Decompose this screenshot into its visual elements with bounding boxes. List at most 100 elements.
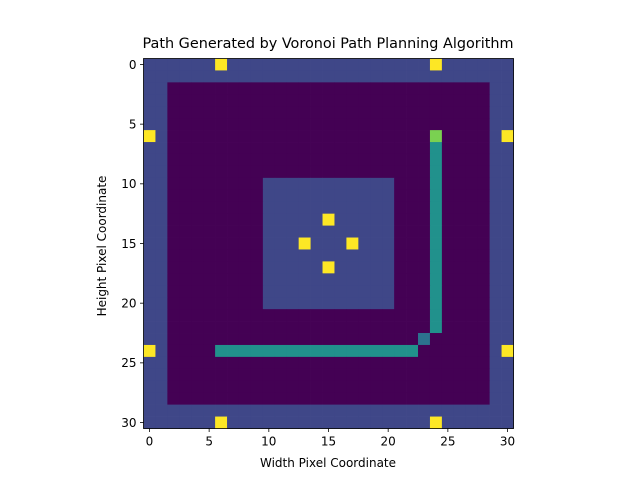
heatmap-cell-free-space: [262, 321, 276, 334]
heatmap-cell-free-space: [453, 94, 467, 107]
heatmap-cell-free-space: [238, 225, 252, 238]
heatmap-cell-free-space: [238, 177, 252, 191]
heatmap-cell-free-space: [179, 249, 192, 262]
heatmap-cell-free-space: [346, 142, 359, 155]
heatmap-cell-inner-obstacle: [334, 297, 347, 310]
heatmap-cell-border-obstacle: [262, 416, 276, 429]
heatmap-cell-free-space: [191, 201, 204, 215]
heatmap-cell-border-obstacle: [310, 404, 323, 417]
heatmap-cell-inner-obstacle: [358, 273, 371, 286]
heatmap-cell-free-space: [215, 333, 228, 346]
heatmap-cell-free-space: [262, 333, 276, 346]
heatmap-cell-free-space: [286, 142, 300, 155]
heatmap-cell-inner-obstacle: [274, 177, 288, 191]
heatmap-cell-free-space: [441, 380, 455, 394]
heatmap-cell-border-obstacle: [143, 70, 156, 83]
heatmap-cell-free-space: [465, 273, 479, 286]
heatmap-cell-free-space: [238, 261, 252, 274]
heatmap-cell-border-obstacle: [155, 82, 168, 95]
heatmap-cell-inner-obstacle: [346, 273, 359, 286]
heatmap-cell-free-space: [298, 165, 311, 179]
heatmap-cell-free-space: [203, 368, 216, 382]
heatmap-cell-free-space: [215, 225, 228, 238]
heatmap-cell-free-space: [191, 297, 204, 310]
heatmap-cell-border-obstacle: [155, 153, 168, 167]
heatmap-cell-free-space: [418, 380, 431, 394]
heatmap-cell-free-space: [441, 189, 455, 203]
heatmap-cell-free-space: [465, 297, 479, 310]
heatmap-cell-path: [358, 344, 371, 358]
heatmap-cell-free-space: [179, 356, 192, 370]
heatmap-cell-free-space: [477, 82, 490, 95]
heatmap-cell-free-space: [322, 165, 335, 179]
heatmap-cell-free-space: [203, 165, 216, 179]
heatmap-cell-free-space: [382, 165, 395, 179]
heatmap-cell-free-space: [227, 106, 240, 119]
heatmap-cell-inner-obstacle: [346, 201, 359, 215]
heatmap-cell-border-obstacle: [143, 189, 156, 203]
heatmap-cell-free-space: [215, 368, 228, 382]
heatmap-cell-border-obstacle: [274, 416, 288, 429]
heatmap-cell-free-space: [477, 249, 490, 262]
heatmap-cell-inner-obstacle: [322, 189, 335, 203]
heatmap-cell-free-space: [346, 356, 359, 370]
heatmap-cell-free-space: [203, 142, 216, 155]
heatmap-cell-free-space: [418, 201, 431, 215]
heatmap-cell-border-obstacle: [501, 285, 514, 298]
heatmap-cell-free-space: [441, 392, 455, 405]
heatmap-cell-free-space: [477, 261, 490, 274]
heatmap-cell-free-space: [322, 356, 335, 370]
heatmap-cell-inner-obstacle: [334, 261, 347, 274]
heatmap-cell-inner-obstacle: [346, 177, 359, 191]
heatmap-cell-free-space: [250, 237, 264, 250]
heatmap-cell-free-space: [179, 297, 192, 310]
heatmap-cell-voronoi-points: [215, 58, 228, 71]
heatmap-cell-free-space: [346, 309, 359, 322]
heatmap-cell-free-space: [215, 94, 228, 107]
heatmap-cell-border-obstacle: [191, 404, 204, 417]
heatmap-cell-free-space: [346, 165, 359, 179]
heatmap-cell-inner-obstacle: [298, 273, 311, 286]
heatmap-cell-border-obstacle: [203, 58, 216, 71]
heatmap-cell-free-space: [262, 106, 276, 119]
heatmap-cell-path: [238, 344, 252, 358]
heatmap-cell-border-obstacle: [501, 70, 514, 83]
heatmap-cell-free-space: [441, 142, 455, 155]
heatmap-cell-free-space: [394, 309, 407, 322]
heatmap-cell-inner-obstacle: [310, 225, 323, 238]
heatmap-cell-border-obstacle: [155, 392, 168, 405]
heatmap-cell-free-space: [310, 309, 323, 322]
heatmap-cell-border-obstacle: [227, 416, 240, 429]
heatmap-cell-inner-obstacle: [274, 261, 288, 274]
heatmap-cell-border-obstacle: [143, 201, 156, 215]
heatmap-cell-inner-obstacle: [382, 201, 395, 215]
heatmap-cell-free-space: [477, 356, 490, 370]
heatmap-cell-free-space: [477, 285, 490, 298]
heatmap-cell-border-obstacle: [370, 58, 383, 71]
heatmap-cell-free-space: [406, 94, 419, 107]
heatmap-cell-free-space: [334, 142, 347, 155]
heatmap-cell-free-space: [429, 344, 443, 358]
heatmap-cell-free-space: [406, 321, 419, 334]
heatmap-cell-free-space: [215, 177, 228, 191]
heatmap-cell-border-obstacle: [155, 189, 168, 203]
heatmap-cell-free-space: [346, 153, 359, 167]
heatmap-cell-inner-obstacle: [370, 177, 383, 191]
heatmap-cell-border-obstacle: [501, 225, 514, 238]
heatmap-cell-free-space: [334, 321, 347, 334]
heatmap-cell-border-obstacle: [477, 58, 490, 71]
heatmap-cell-free-space: [346, 118, 359, 131]
heatmap-cell-free-space: [227, 225, 240, 238]
heatmap-cell-border-obstacle: [143, 237, 156, 250]
heatmap-cell-border-obstacle: [167, 416, 180, 429]
heatmap-cell-inner-obstacle: [286, 225, 300, 238]
heatmap-cell-free-space: [238, 285, 252, 298]
heatmap-cell-free-space: [191, 237, 204, 250]
heatmap-cell-inner-obstacle: [334, 237, 347, 250]
heatmap-cell-border-obstacle: [155, 130, 168, 143]
heatmap-cell-free-space: [406, 142, 419, 155]
heatmap-cell-free-space: [298, 356, 311, 370]
heatmap-cell-inner-obstacle: [310, 273, 323, 286]
heatmap-cell-path: [429, 189, 443, 203]
heatmap-cell-inner-obstacle: [370, 189, 383, 203]
